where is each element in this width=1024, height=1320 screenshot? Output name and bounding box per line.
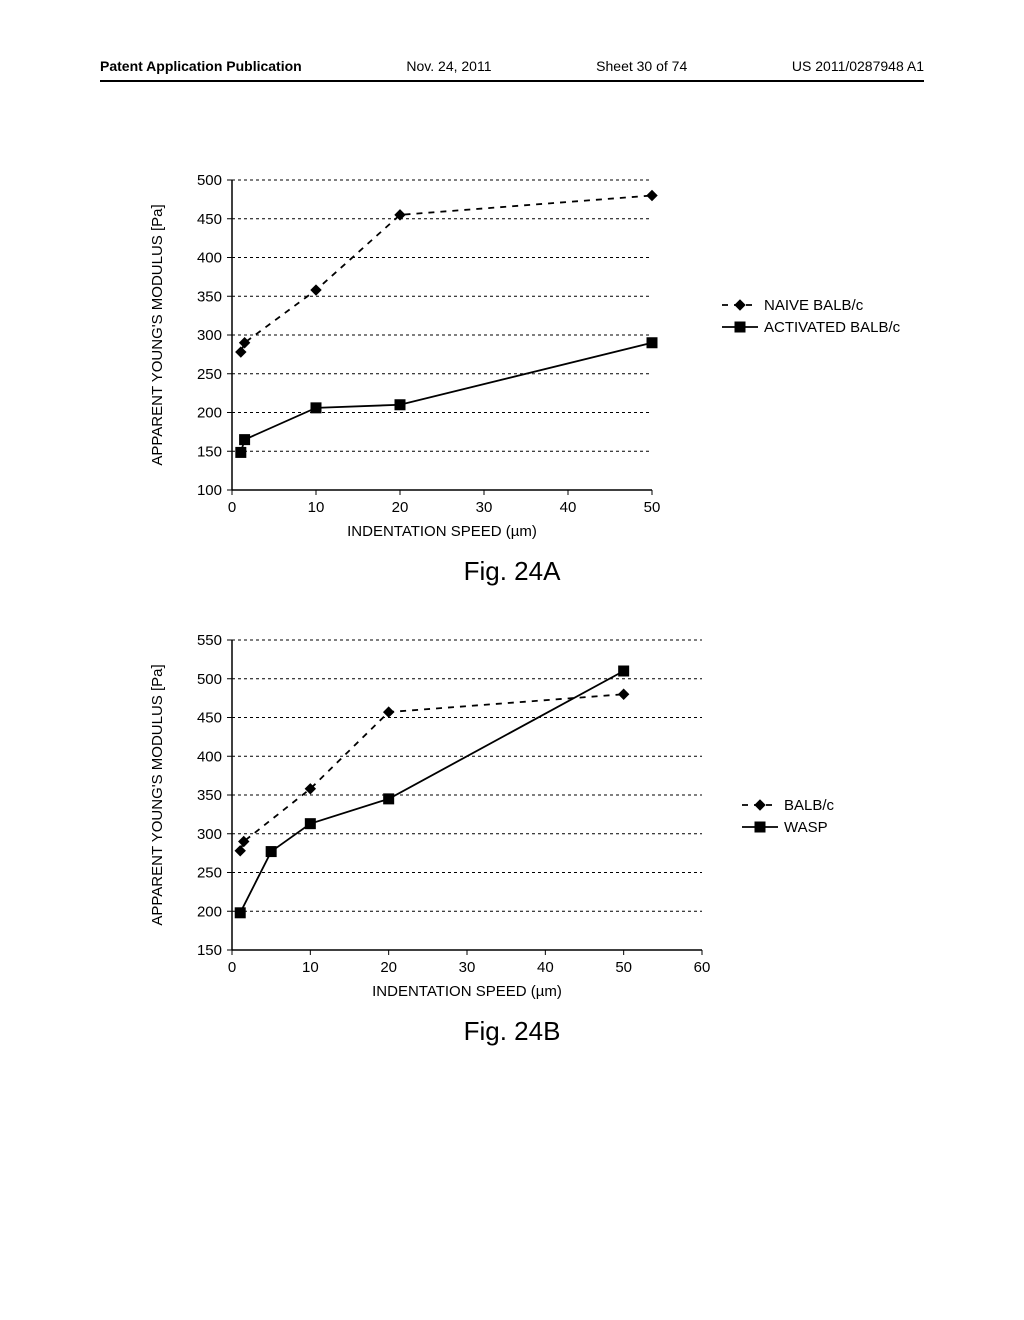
chart-b-wrap: 150 200 250 300 350 400 450 500 550 0 10 20 30 40 50 60… [102,630,922,1010]
svg-text:30: 30 [459,959,476,976]
svg-text:20: 20 [392,499,409,516]
chart-a-block: 100 150 200 250 300 350 400 450 500 0 10 20 30 40 50 IN… [0,170,1024,587]
svg-text:50: 50 [644,499,661,516]
svg-text:APPARENT YOUNG'S MODULUS [Pa]: APPARENT YOUNG'S MODULUS [Pa] [149,204,166,465]
svg-text:350: 350 [197,288,222,305]
svg-text:500: 500 [197,671,222,688]
svg-text:30: 30 [476,499,493,516]
chart-b-svg: 150 200 250 300 350 400 450 500 550 0 10 20 30 40 50 60… [102,630,922,1010]
svg-text:20: 20 [380,959,397,976]
svg-text:0: 0 [228,959,236,976]
header-date: Nov. 24, 2011 [406,58,491,74]
svg-text:250: 250 [197,366,222,383]
svg-text:400: 400 [197,748,222,765]
header-sheet: Sheet 30 of 74 [596,58,687,74]
svg-text:BALB/c: BALB/c [784,797,835,814]
svg-text:0: 0 [228,499,236,516]
svg-text:100: 100 [197,482,222,499]
svg-text:450: 450 [197,211,222,228]
svg-text:450: 450 [197,710,222,727]
svg-text:50: 50 [615,959,632,976]
svg-text:10: 10 [308,499,325,516]
chart-b-block: 150 200 250 300 350 400 450 500 550 0 10 20 30 40 50 60… [0,630,1024,1047]
svg-text:40: 40 [560,499,577,516]
fig-caption-a: Fig. 24A [0,556,1024,587]
svg-text:40: 40 [537,959,554,976]
svg-text:200: 200 [197,405,222,422]
svg-text:400: 400 [197,250,222,267]
svg-text:250: 250 [197,865,222,882]
svg-text:300: 300 [197,826,222,843]
page-header: Patent Application Publication Nov. 24, … [0,58,1024,74]
svg-text:WASP: WASP [784,819,828,836]
svg-text:NAIVE BALB/c: NAIVE BALB/c [764,297,864,314]
header-rule [100,80,924,82]
svg-text:200: 200 [197,903,222,920]
chart-a-svg: 100 150 200 250 300 350 400 450 500 0 10 20 30 40 50 IN… [102,170,922,550]
svg-text:10: 10 [302,959,319,976]
svg-text:350: 350 [197,787,222,804]
svg-text:APPARENT YOUNG'S MODULUS [Pa]: APPARENT YOUNG'S MODULUS [Pa] [149,664,166,925]
svg-text:INDENTATION SPEED (µm): INDENTATION SPEED (µm) [372,983,562,1000]
svg-text:ACTIVATED BALB/c: ACTIVATED BALB/c [764,319,901,336]
svg-text:60: 60 [694,959,711,976]
header-pubno: US 2011/0287948 A1 [792,58,924,74]
svg-text:300: 300 [197,327,222,344]
chart-a-wrap: 100 150 200 250 300 350 400 450 500 0 10 20 30 40 50 IN… [102,170,922,550]
header-left: Patent Application Publication [100,58,302,74]
svg-text:550: 550 [197,632,222,649]
fig-caption-b: Fig. 24B [0,1016,1024,1047]
svg-text:150: 150 [197,942,222,959]
svg-text:INDENTATION SPEED (µm): INDENTATION SPEED (µm) [347,523,537,540]
svg-text:500: 500 [197,172,222,189]
svg-text:150: 150 [197,443,222,460]
